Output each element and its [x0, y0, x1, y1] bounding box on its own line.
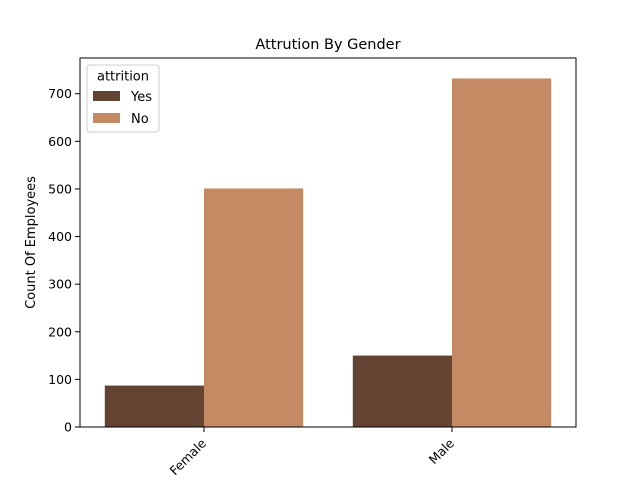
- chart-title: Attrution By Gender: [255, 37, 400, 53]
- y-axis-label: Count Of Employees: [24, 176, 39, 309]
- legend: attrition Yes No: [86, 64, 160, 133]
- y-tick-label: 600: [48, 134, 72, 149]
- plot-frame: [79, 57, 577, 428]
- x-tick-label-female: Female: [167, 435, 210, 478]
- bar-female-no: [204, 188, 304, 427]
- bar-female-yes: [104, 385, 204, 427]
- y-tick-label: 300: [48, 277, 72, 292]
- y-tick-label: 0: [64, 420, 72, 435]
- y-tick-label: 500: [48, 181, 72, 196]
- bar-male-yes: [352, 355, 452, 427]
- legend-label-no: No: [131, 112, 149, 127]
- legend-title: attrition: [97, 70, 149, 85]
- legend-label-yes: Yes: [130, 90, 152, 105]
- y-axis: 0 100 200 300 400 500 600 700: [48, 86, 80, 435]
- x-axis: Female Male: [167, 427, 458, 478]
- y-tick-label: 400: [48, 229, 72, 244]
- x-tick-label-male: Male: [426, 435, 458, 467]
- bars-group: [104, 78, 552, 428]
- y-tick-label: 700: [48, 86, 72, 101]
- bar-male-no: [452, 78, 552, 428]
- y-tick-label: 200: [48, 324, 72, 339]
- legend-swatch-no: [93, 113, 120, 123]
- y-tick-label: 100: [48, 372, 72, 387]
- legend-swatch-yes: [93, 91, 120, 101]
